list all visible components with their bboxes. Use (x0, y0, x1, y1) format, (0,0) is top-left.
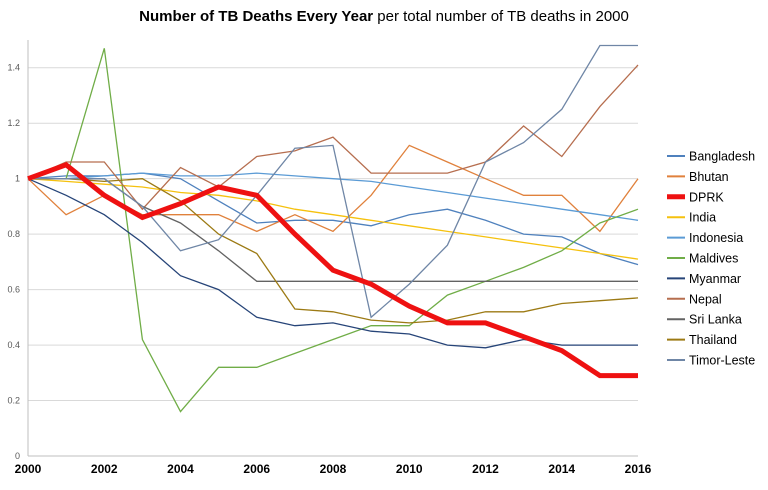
legend-label-india: India (689, 211, 716, 225)
series-line-dprk (27, 161, 638, 379)
series-line-sri-lanka (28, 178, 638, 282)
legend-label-indonesia: Indonesia (689, 231, 743, 245)
x-tick-label: 2002 (91, 462, 118, 476)
x-tick-label: 2004 (167, 462, 194, 476)
chart-title: Number of TB Deaths Every Year per total… (0, 8, 768, 25)
x-tick-label: 2014 (548, 462, 575, 476)
series-line-bangladesh (27, 172, 639, 266)
legend-label-nepal: Nepal (689, 292, 722, 306)
legend-label-maldives: Maldives (689, 252, 738, 266)
legend-label-bhutan: Bhutan (689, 170, 729, 184)
series-line-india (27, 178, 639, 260)
x-tick-label: 2000 (15, 462, 42, 476)
x-tick-label: 2010 (396, 462, 423, 476)
chart-title-rest: per total number of TB deaths in 2000 (377, 8, 629, 25)
series-line-thailand (28, 178, 639, 324)
x-tick-label: 2012 (472, 462, 499, 476)
chart-title-bold: Number of TB Deaths Every Year (139, 8, 374, 25)
y-tick-label: 1.4 (7, 63, 20, 73)
y-tick-label: 0 (15, 451, 20, 461)
y-tick-label: 1.2 (7, 118, 20, 128)
legend-label-bangladesh: Bangladesh (689, 150, 755, 164)
series-line-nepal (27, 64, 639, 211)
series-line-maldives (28, 48, 639, 413)
legend-label-myanmar: Myanmar (689, 272, 741, 286)
legend-label-timor-leste: Timor-Leste (689, 354, 755, 368)
y-tick-label: 0.2 (7, 396, 20, 406)
y-tick-label: 0.4 (7, 340, 20, 350)
y-tick-label: 0.6 (7, 285, 20, 295)
y-tick-label: 0.8 (7, 229, 20, 239)
series-line-bhutan (27, 144, 639, 233)
series-line-timor-leste (28, 44, 638, 319)
legend-label-sri-lanka: Sri Lanka (689, 313, 742, 327)
legend-label-thailand: Thailand (689, 333, 737, 347)
x-tick-label: 2016 (625, 462, 652, 476)
series-line-indonesia (28, 172, 639, 221)
x-tick-label: 2006 (243, 462, 270, 476)
legend-label-dprk: DPRK (689, 190, 724, 204)
x-tick-label: 2008 (320, 462, 347, 476)
y-tick-label: 1 (15, 174, 20, 184)
